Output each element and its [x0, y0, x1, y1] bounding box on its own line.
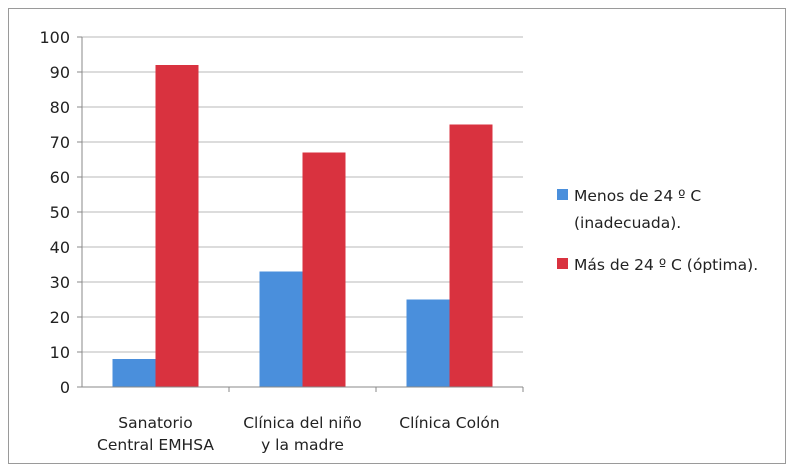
- bar: [406, 299, 450, 387]
- x-category-label: y la madre: [261, 436, 344, 454]
- y-tick-label: 50: [50, 203, 70, 222]
- y-tick-label: 10: [50, 343, 70, 362]
- x-category-label: Clínica del niño: [243, 414, 362, 432]
- y-tick-label: 80: [50, 98, 70, 117]
- x-axis-categories: Sanatorio Central EMHSA Clínica del niño y …: [97, 414, 500, 454]
- axes: [81, 37, 524, 392]
- y-tick-label: 40: [50, 238, 70, 257]
- legend-swatch: [557, 258, 568, 269]
- legend-label: (inadecuada).: [574, 214, 681, 232]
- y-axis-ticks: 0 10 20 30 40 50 60 70 80 90 100: [39, 28, 82, 397]
- y-tick-label: 60: [50, 168, 70, 187]
- y-tick-label: 100: [39, 28, 70, 47]
- bar: [155, 65, 199, 387]
- y-tick-label: 0: [60, 378, 70, 397]
- y-tick-label: 30: [50, 273, 70, 292]
- bars: [112, 65, 493, 387]
- y-tick-label: 90: [50, 63, 70, 82]
- y-tick-label: 70: [50, 133, 70, 152]
- legend: Menos de 24 º C (inadecuada). Más de 24 º …: [557, 187, 758, 274]
- legend-swatch: [557, 189, 568, 200]
- x-category-label: Sanatorio: [118, 414, 192, 432]
- y-tick-label: 20: [50, 308, 70, 327]
- legend-label: Más de 24 º C (óptima).: [574, 256, 758, 274]
- bar: [449, 124, 493, 387]
- x-category-label: Clínica Colón: [399, 414, 499, 432]
- chart-frame: [8, 8, 786, 464]
- bar: [302, 152, 346, 387]
- x-category-label: Central EMHSA: [97, 436, 214, 454]
- bar: [112, 359, 156, 387]
- bar: [259, 271, 303, 387]
- legend-label: Menos de 24 º C: [574, 187, 701, 205]
